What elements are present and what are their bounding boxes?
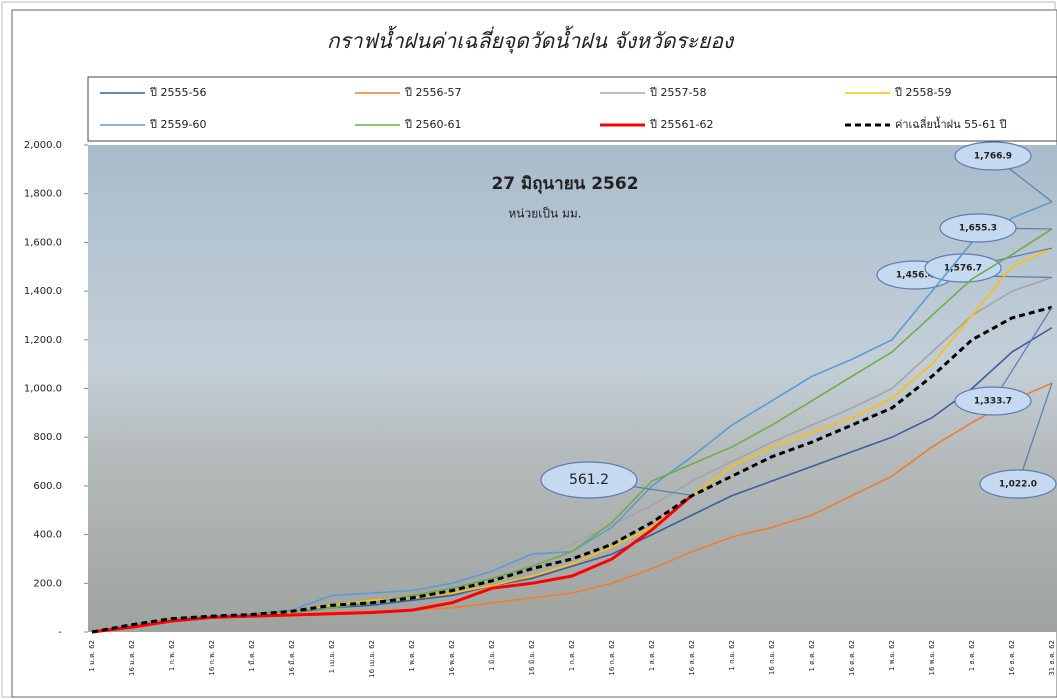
x-tick-label: 1 ก.พ. 62 bbox=[168, 640, 176, 671]
data-label: 1,576.7 bbox=[944, 264, 982, 274]
x-tick-label: 16 ม.ค. 62 bbox=[128, 640, 136, 676]
x-tick-label: 16 ก.พ. 62 bbox=[208, 640, 216, 676]
data-label: 1,456.4 bbox=[896, 271, 934, 281]
legend-label: ปี 2556-57 bbox=[404, 86, 462, 99]
x-tick-label: 16 พ.ค. 62 bbox=[448, 640, 456, 676]
x-tick-label: 16 ต.ค. 62 bbox=[848, 640, 856, 676]
callout bbox=[979, 469, 1057, 499]
x-tick-label: 31 ธ.ค. 62 bbox=[1048, 640, 1056, 676]
series-line bbox=[91, 494, 693, 634]
legend-label: ค่าเฉลี่ยน้ำฝน 55-61 ปี bbox=[895, 116, 1007, 131]
x-tick-label: 16 ธ.ค. 62 bbox=[1008, 640, 1016, 676]
x-tick-label: 1 พ.ย. 62 bbox=[888, 640, 896, 671]
x-tick-label: 1 ต.ค. 62 bbox=[808, 640, 816, 672]
y-tick-label: 600.0 bbox=[33, 481, 62, 492]
y-tick-label: 2,000.0 bbox=[24, 140, 62, 151]
x-tick-label: 16 ส.ค. 62 bbox=[688, 640, 696, 676]
annotation: หน่วยเป็น มม. bbox=[508, 206, 581, 221]
y-tick-label: 800.0 bbox=[33, 432, 62, 443]
legend-label: ปี 2555-56 bbox=[149, 86, 207, 99]
callout bbox=[939, 213, 1017, 243]
data-label: 1,655.3 bbox=[959, 224, 997, 234]
legend-label: ปี 2559-60 bbox=[149, 118, 207, 131]
callout-pointer bbox=[1017, 382, 1053, 485]
y-tick-label: 1,800.0 bbox=[24, 189, 62, 200]
x-tick-label: 1 มิ.ย. 62 bbox=[488, 640, 496, 671]
callout bbox=[954, 386, 1032, 416]
x-tick-label: 1 เม.ย. 62 bbox=[328, 640, 336, 673]
legend-box bbox=[87, 76, 1057, 142]
callout bbox=[540, 461, 638, 499]
annotation: 27 มิถุนายน 2562 bbox=[491, 174, 638, 194]
legend-label: ปี 25561-62 bbox=[649, 118, 714, 131]
y-tick-label: - bbox=[58, 627, 62, 638]
y-tick-label: 1,000.0 bbox=[24, 384, 62, 395]
legend-label: ปี 2560-61 bbox=[404, 118, 462, 131]
data-label: 1,333.7 bbox=[974, 397, 1012, 407]
callout bbox=[954, 141, 1032, 171]
x-tick-label: 16 มิ.ย. 62 bbox=[528, 640, 536, 675]
x-tick-label: 1 พ.ค. 62 bbox=[408, 640, 416, 672]
x-tick-label: 1 ส.ค. 62 bbox=[648, 640, 656, 671]
series-line bbox=[91, 305, 1053, 634]
chart-title: กราฟน้ำฝนค่าเฉลี่ยจุดวัดน้ำฝน จังหวัดระย… bbox=[327, 25, 735, 54]
callout-pointer bbox=[992, 306, 1053, 402]
x-tick-label: 1 ก.ย. 62 bbox=[728, 640, 736, 671]
legend-label: ปี 2558-59 bbox=[894, 86, 952, 99]
x-tick-label: 16 พ.ย. 62 bbox=[928, 640, 936, 675]
x-tick-label: 1 ม.ค. 62 bbox=[88, 640, 96, 672]
x-tick-label: 16 เม.ย. 62 bbox=[368, 640, 376, 678]
x-tick-label: 1 ก.ค. 62 bbox=[568, 640, 576, 671]
legend-label: ปี 2557-58 bbox=[649, 86, 707, 99]
x-tick-label: 16 ก.ย. 62 bbox=[768, 640, 776, 675]
x-tick-label: 16 ก.ค. 62 bbox=[608, 640, 616, 676]
y-tick-label: 200.0 bbox=[33, 578, 62, 589]
x-tick-label: 16 มี.ค. 62 bbox=[288, 640, 296, 676]
series-line bbox=[91, 276, 1053, 633]
data-label: 1,766.9 bbox=[974, 152, 1012, 162]
y-tick-label: 1,600.0 bbox=[24, 237, 62, 248]
y-tick-label: 1,200.0 bbox=[24, 335, 62, 346]
x-tick-label: 1 ธ.ค. 62 bbox=[968, 640, 976, 671]
x-tick-label: 1 มี.ค. 62 bbox=[248, 640, 256, 672]
y-tick-label: 1,400.0 bbox=[24, 286, 62, 297]
data-label: 561.2 bbox=[569, 472, 609, 488]
data-label: 1,022.0 bbox=[999, 480, 1037, 490]
y-tick-label: 400.0 bbox=[33, 530, 62, 541]
